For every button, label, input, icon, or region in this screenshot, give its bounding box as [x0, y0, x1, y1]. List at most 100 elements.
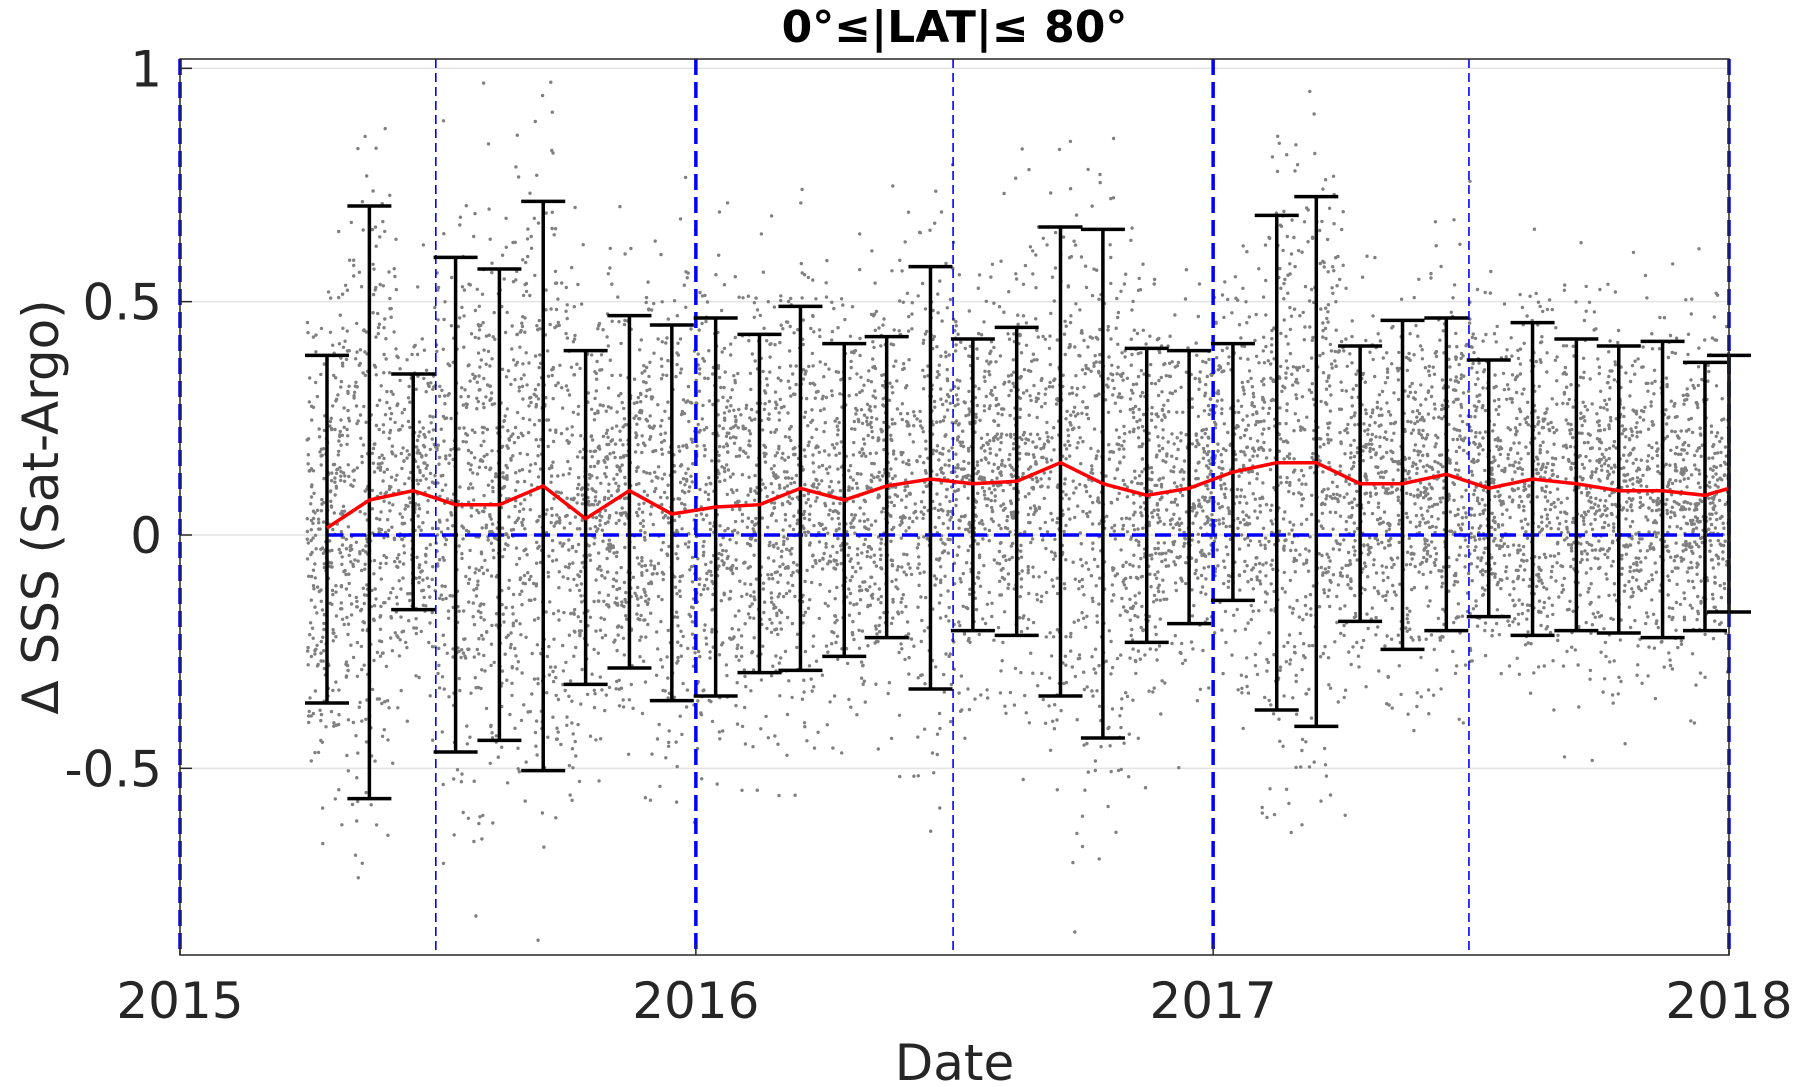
scatter-point	[879, 594, 883, 599]
scatter-point	[1641, 345, 1645, 349]
scatter-point	[743, 705, 747, 710]
scatter-point	[753, 473, 757, 478]
scatter-point	[837, 480, 841, 484]
scatter-point	[371, 262, 375, 266]
scatter-point	[906, 329, 911, 333]
scatter-point	[1351, 645, 1355, 649]
scatter-point	[1419, 433, 1424, 437]
scatter-point	[1240, 380, 1245, 385]
scatter-point	[1581, 400, 1585, 404]
scatter-point	[1654, 621, 1659, 626]
scatter-point	[1422, 418, 1426, 422]
scatter-point	[915, 516, 919, 520]
scatter-point	[503, 330, 508, 335]
scatter-point	[903, 488, 907, 493]
scatter-point	[1238, 588, 1242, 592]
scatter-point	[1076, 504, 1080, 508]
scatter-point	[940, 319, 944, 323]
scatter-point	[769, 596, 774, 600]
scatter-point	[967, 309, 971, 313]
scatter-point	[1008, 463, 1012, 467]
scatter-point	[1262, 361, 1267, 365]
scatter-point	[1012, 510, 1016, 514]
scatter-point	[1287, 801, 1291, 806]
scatter-point	[1340, 388, 1344, 393]
scatter-point	[785, 484, 790, 488]
scatter-point	[731, 472, 735, 476]
scatter-point	[640, 556, 644, 560]
scatter-point	[900, 596, 904, 601]
scatter-point	[489, 642, 494, 646]
scatter-point	[763, 402, 767, 406]
scatter-point	[665, 336, 669, 340]
scatter-point	[1220, 504, 1224, 509]
scatter-point	[1301, 618, 1305, 622]
scatter-point	[1551, 659, 1555, 663]
scatter-point	[1279, 331, 1283, 336]
scatter-point	[1032, 383, 1036, 388]
scatter-point	[1184, 370, 1189, 374]
scatter-point	[1525, 617, 1529, 621]
scatter-point	[1412, 295, 1416, 300]
scatter-point	[1434, 557, 1438, 562]
scatter-point	[1612, 659, 1616, 663]
scatter-point	[394, 347, 398, 351]
scatter-point	[343, 474, 347, 478]
scatter-point	[678, 337, 683, 341]
scatter-point	[334, 635, 338, 639]
scatter-point	[1007, 380, 1011, 384]
scatter-point	[675, 764, 679, 769]
scatter-point	[1673, 462, 1678, 467]
scatter-point	[561, 669, 566, 673]
scatter-point	[1160, 559, 1164, 564]
scatter-point	[731, 490, 735, 495]
scatter-point	[879, 601, 883, 605]
scatter-point	[1684, 298, 1688, 302]
scatter-point	[1282, 209, 1286, 214]
scatter-point	[907, 516, 912, 520]
scatter-point	[1203, 554, 1208, 558]
scatter-point	[1107, 355, 1111, 359]
scatter-point	[1464, 488, 1468, 492]
scatter-point	[1215, 356, 1219, 360]
scatter-point	[1602, 406, 1606, 410]
scatter-point	[525, 237, 530, 241]
scatter-point	[1066, 433, 1071, 438]
scatter-point	[505, 781, 510, 785]
scatter-point	[1440, 581, 1445, 585]
scatter-point	[919, 510, 923, 514]
scatter-point	[1171, 526, 1175, 530]
scatter-point	[606, 435, 610, 439]
scatter-point	[1149, 362, 1153, 367]
scatter-point	[998, 691, 1003, 695]
scatter-point	[1500, 512, 1505, 516]
scatter-point	[1586, 440, 1590, 445]
scatter-point	[1589, 522, 1593, 526]
scatter-point	[431, 565, 435, 569]
scatter-point	[390, 649, 395, 653]
scatter-point	[1269, 519, 1273, 523]
scatter-point	[1270, 155, 1275, 159]
scatter-point	[881, 397, 885, 401]
scatter-point	[1084, 489, 1089, 494]
scatter-point	[936, 311, 940, 315]
scatter-point	[1352, 438, 1356, 443]
scatter-point	[1629, 498, 1634, 503]
scatter-point	[1478, 393, 1482, 397]
scatter-point	[1367, 442, 1371, 446]
scatter-point	[1650, 456, 1655, 460]
scatter-point	[408, 425, 412, 430]
scatter-point	[1011, 358, 1015, 362]
scatter-point	[637, 502, 641, 506]
scatter-point	[442, 317, 446, 322]
scatter-point	[623, 252, 627, 256]
scatter-point	[959, 514, 964, 519]
scatter-point	[1405, 613, 1410, 617]
scatter-point	[1426, 543, 1431, 547]
scatter-point	[317, 427, 321, 431]
scatter-point	[1571, 609, 1575, 613]
scatter-point	[891, 600, 895, 604]
scatter-point	[860, 389, 864, 393]
scatter-point	[1610, 502, 1614, 507]
scatter-point	[706, 492, 711, 497]
